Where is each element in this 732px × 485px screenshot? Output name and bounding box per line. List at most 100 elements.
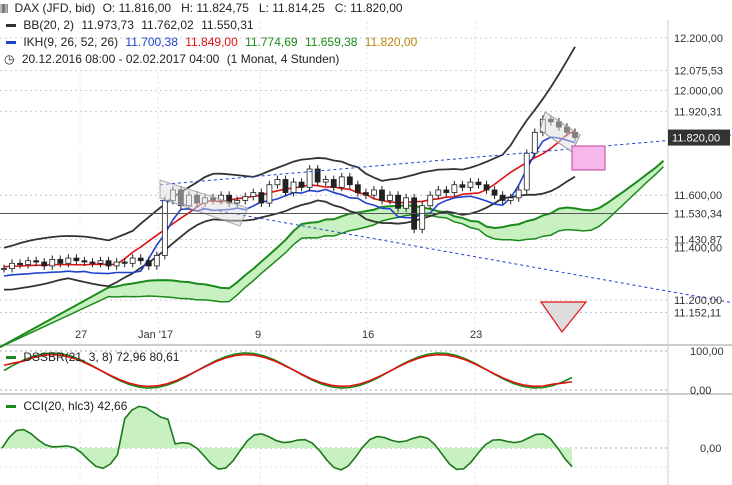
- candle-body: [105, 260, 112, 267]
- candle-body: [97, 260, 104, 264]
- candle-body: [419, 205, 426, 230]
- x-tick-label: 16: [362, 329, 374, 341]
- legend-ikh-row: IKH(9, 26, 52, 26) 11.700,38 11.849,00 1…: [0, 34, 520, 51]
- candle-body: [322, 179, 329, 183]
- candle-body: [274, 179, 281, 186]
- cci-legend: CCI(20, hlc3) 42,66: [6, 399, 127, 413]
- candle-body: [250, 192, 257, 197]
- x-tick-label: Jan '17: [138, 329, 173, 341]
- dss-value-2: 80,61: [149, 350, 180, 364]
- candle-body: [483, 184, 490, 191]
- candle-body: [387, 194, 393, 201]
- cci-fill: [2, 406, 572, 470]
- candle-body: [73, 257, 80, 262]
- y-tick-label: 12.075,53: [674, 66, 723, 78]
- candle-body: [435, 189, 442, 196]
- dss-swatch: [6, 356, 16, 360]
- cci-line: [1, 405, 573, 471]
- bb-upper-line: [3, 46, 576, 249]
- ikh-kijun-line: [3, 130, 576, 268]
- cci-swatch: [6, 405, 16, 409]
- candle-body: [306, 168, 313, 188]
- legend-range-row: ◷ 20.12.2016 08:00 - 02.02.2017 04:00 (1…: [0, 51, 520, 68]
- ikh-chikou-value: 11.820,00: [364, 35, 418, 49]
- candle-body: [371, 189, 377, 196]
- price-marker-box: [668, 129, 730, 146]
- candle-body: [338, 176, 345, 188]
- candle-body: [17, 262, 23, 266]
- candle-body: [282, 179, 289, 193]
- bb-value-mid: 11.762,02: [141, 18, 194, 32]
- y-tick-label: 11.600,00: [674, 190, 722, 202]
- candle-body: [113, 261, 120, 267]
- candle-body: [25, 260, 32, 266]
- symbol-label: DAX (JFD, bid): [14, 1, 96, 15]
- candle-body: [346, 176, 353, 186]
- cci-label: CCI(20, hlc3): [23, 399, 95, 413]
- candle-body: [363, 192, 369, 196]
- ikh-span-b-line: [0, 166, 664, 348]
- candle-body: [427, 194, 434, 207]
- candle-body: [475, 181, 482, 186]
- y-tick-label: 11.400,00: [674, 243, 722, 255]
- candle-body: [242, 196, 249, 201]
- ikh-span-a-line: [0, 160, 665, 349]
- legend-bb-row: BB(20, 2) 11.973,73 11.762,02 11.550,31: [0, 17, 520, 34]
- y-tick-label: 12.000,00: [674, 85, 723, 97]
- date-range: 20.12.2016 08:00 - 02.02.2017 04:00: [21, 52, 220, 66]
- y-tick-label: 11.920,31: [674, 106, 722, 118]
- candle-body: [145, 260, 152, 267]
- y-tick-label: 12.200,00: [674, 33, 723, 45]
- lower-trend-line: [159, 199, 732, 304]
- candle-body: [9, 262, 15, 269]
- dss-tick-label: 0,00: [690, 385, 711, 397]
- candle-body: [81, 260, 88, 263]
- clock-icon: ◷: [4, 52, 15, 66]
- candle-body: [298, 181, 305, 188]
- dss-signal-line: [3, 353, 573, 388]
- candle-body: [137, 257, 144, 262]
- candle-body: [451, 184, 458, 193]
- candle-body: [523, 152, 530, 191]
- dss-label: DSSBR(21, 3, 8): [23, 350, 113, 364]
- legend-symbol-row: ⫼⫼ DAX (JFD, bid) O: 11.816,00 H: 11.824…: [0, 0, 520, 17]
- candle-body: [499, 194, 506, 201]
- candle-body: [33, 260, 40, 263]
- candle-body: [330, 179, 337, 188]
- candle-body: [403, 197, 410, 209]
- candle-body: [234, 200, 241, 204]
- candle-body: [290, 181, 297, 193]
- ikh-tenkan-value: 11.700,38: [125, 35, 178, 49]
- target-box: [571, 145, 606, 171]
- candle-body: [161, 200, 168, 256]
- candle-body: [266, 184, 273, 204]
- x-tick-label: 9: [255, 329, 261, 341]
- candle-body: [395, 194, 401, 209]
- candle-body: [459, 184, 466, 188]
- candle-body: [258, 192, 265, 204]
- down-target-triangle: [539, 301, 588, 334]
- ikh-label: IKH(9, 26, 52, 26): [23, 35, 119, 49]
- candle-body: [515, 189, 522, 199]
- candle-body: [121, 261, 128, 264]
- bars-icon: ⫼⫼: [0, 4, 8, 15]
- candle-body: [314, 168, 321, 183]
- ikh-tenkan-line: [3, 136, 576, 277]
- x-tick-label: 27: [75, 329, 87, 341]
- candle-body: [153, 255, 160, 267]
- candle-body: [354, 184, 361, 193]
- cci-value: 42,66: [97, 399, 128, 413]
- dss-value-1: 72,96: [116, 350, 147, 364]
- candle-body: [89, 261, 96, 264]
- candle-body: [467, 181, 474, 188]
- y-tick-label: 11.200,00: [674, 295, 722, 307]
- ohlc-values: O: 11.816,00 H: 11.824,75 L: 11.814,25 C…: [102, 1, 403, 15]
- interval-label: (1 Monat, 4 Stunden): [226, 52, 340, 66]
- x-tick-label: 23: [470, 329, 482, 341]
- candle-body: [65, 257, 72, 264]
- candle-body: [57, 258, 64, 264]
- dss-tick-label: 100,00: [690, 346, 724, 358]
- cci-tick-label: 0,00: [700, 443, 721, 455]
- price-marker-label: 11.820,00: [672, 133, 720, 145]
